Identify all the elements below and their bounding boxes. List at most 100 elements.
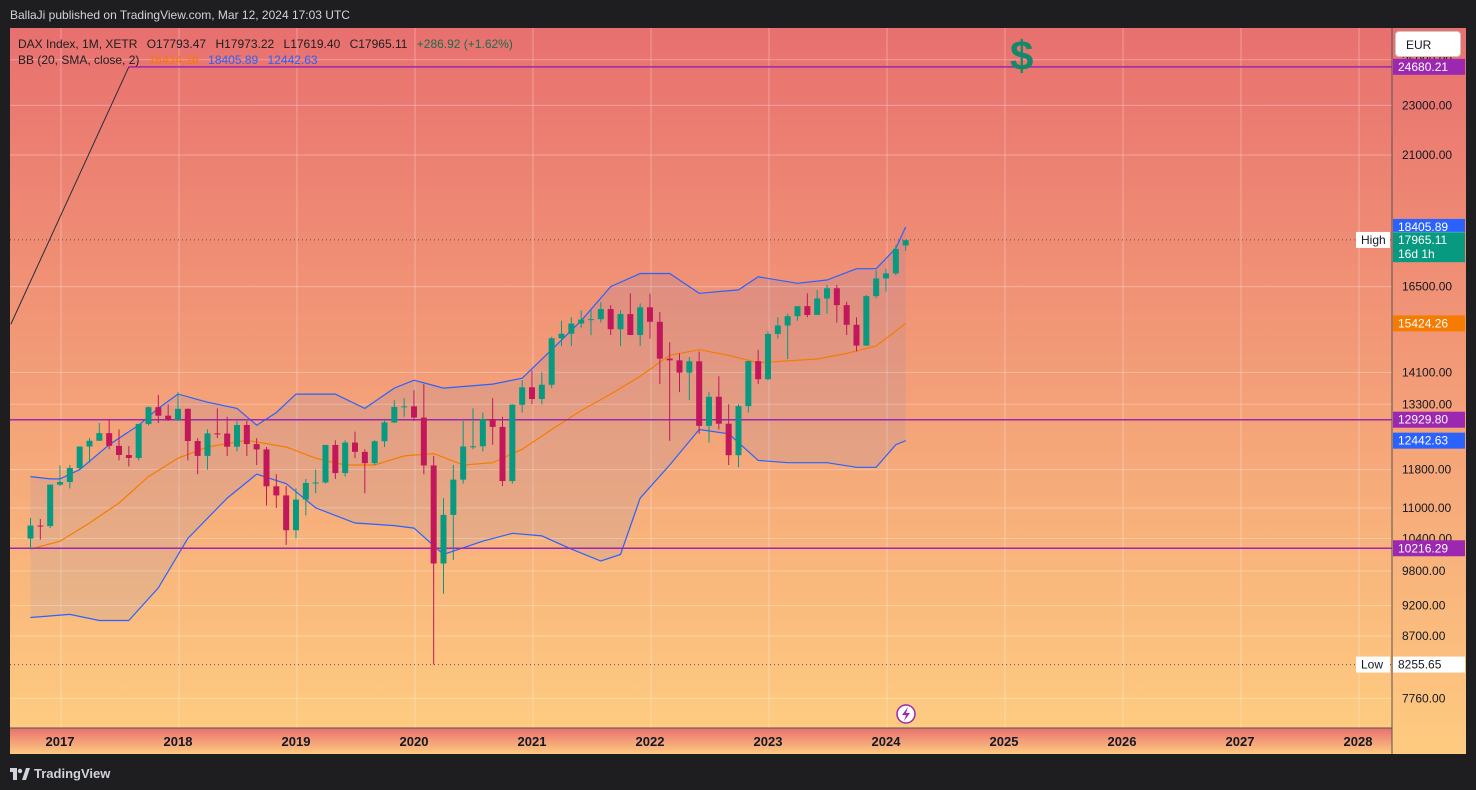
candle xyxy=(902,239,909,251)
candle xyxy=(519,380,526,413)
candle-body xyxy=(647,307,653,322)
candle xyxy=(735,404,742,468)
price-label-text: 17965.11 xyxy=(1398,233,1447,247)
candle xyxy=(184,408,191,461)
candle-body xyxy=(66,467,73,483)
candle xyxy=(214,408,221,439)
time-tick-label: 2025 xyxy=(990,734,1019,749)
candle xyxy=(361,449,368,494)
chart-legend: DAX Index, 1M, XETR O17793.47 H17973.22 … xyxy=(18,36,519,68)
candle-body xyxy=(204,433,211,456)
candle xyxy=(243,420,250,456)
candle-body xyxy=(843,305,850,325)
candle-body xyxy=(745,361,752,407)
candle xyxy=(509,404,516,484)
publisher-bar: BallaJi published on TradingView.com, Ma… xyxy=(0,0,1476,28)
tradingview-logo[interactable]: TradingView xyxy=(10,766,110,781)
price-tag-bg xyxy=(1356,656,1390,673)
candle xyxy=(125,446,132,467)
candle-body xyxy=(184,408,191,441)
candle-body xyxy=(853,324,860,346)
candle xyxy=(824,284,830,314)
bb-upper-value: 18405.89 xyxy=(208,53,259,67)
candle-body xyxy=(302,482,309,500)
candle xyxy=(755,349,762,385)
candle-body xyxy=(381,422,388,442)
price-chart[interactable]: 25000.0023000.0021000.0016500.0014100.00… xyxy=(10,28,1466,754)
price-label-text: 8255.65 xyxy=(1398,658,1442,672)
candle xyxy=(411,390,417,421)
price-tick-label: 7760.00 xyxy=(1402,691,1446,705)
candle-body xyxy=(902,240,909,246)
price-label-text: 12442.63 xyxy=(1398,434,1448,448)
candle-body xyxy=(332,444,339,474)
candle-body xyxy=(194,440,201,456)
candle xyxy=(391,400,398,424)
bb-lower-value: 12442.63 xyxy=(267,53,318,67)
candle-body xyxy=(263,449,270,487)
countdown-label-text: 16d 1h xyxy=(1398,247,1435,261)
candle xyxy=(47,484,54,529)
candle xyxy=(529,370,535,405)
candle-body xyxy=(352,442,358,452)
candle xyxy=(853,317,860,352)
price-tick-label: 13300.00 xyxy=(1402,397,1452,411)
candle xyxy=(725,404,732,465)
candle xyxy=(558,320,565,346)
price-label-bg xyxy=(1393,232,1465,263)
candle xyxy=(548,336,555,389)
candle xyxy=(578,310,585,328)
candle xyxy=(843,301,850,336)
candle-body xyxy=(460,446,467,480)
candle xyxy=(538,372,545,405)
candle xyxy=(401,398,408,417)
candle xyxy=(676,353,683,393)
dollar-sign-icon: $ xyxy=(1010,32,1034,79)
time-tick-label: 2020 xyxy=(400,734,429,749)
candle-body xyxy=(519,387,526,405)
time-scale-background xyxy=(10,728,1392,754)
candle xyxy=(833,284,840,323)
candle xyxy=(804,293,811,318)
price-label-text: 15424.26 xyxy=(1398,316,1448,330)
candle xyxy=(568,317,575,346)
candle xyxy=(253,438,260,465)
bb-indicator-label[interactable]: BB (20, SMA, close, 2) xyxy=(18,53,140,67)
candle xyxy=(283,486,290,545)
price-tick-label: 11800.00 xyxy=(1402,463,1451,477)
candle-body xyxy=(873,278,880,297)
candle-body xyxy=(420,417,427,466)
candle-body xyxy=(568,323,575,334)
candle-body xyxy=(96,433,103,441)
candle-body xyxy=(686,361,693,373)
candle xyxy=(489,398,496,445)
price-label-bg xyxy=(1393,58,1465,75)
price-label: 10216.29 xyxy=(1393,540,1465,557)
candle xyxy=(76,446,83,470)
time-tick-label: 2021 xyxy=(518,734,547,749)
candle-body xyxy=(106,433,113,446)
candle-body xyxy=(883,273,889,279)
candle-body xyxy=(794,306,801,317)
candle xyxy=(381,418,388,447)
candle-body xyxy=(312,482,319,484)
candle-body xyxy=(37,525,44,527)
price-label-text: 24680.21 xyxy=(1398,60,1448,74)
candle-body xyxy=(243,424,250,445)
candle-body xyxy=(86,440,93,447)
price-tick-label: 21000.00 xyxy=(1402,148,1452,162)
candle-body xyxy=(470,446,476,448)
price-label-bg xyxy=(1393,315,1465,332)
candle xyxy=(175,392,181,421)
candle xyxy=(814,289,821,315)
candle-body xyxy=(293,499,299,531)
legend-symbol[interactable]: DAX Index, 1M, XETR xyxy=(18,37,138,51)
lightning-icon[interactable] xyxy=(896,704,916,724)
price-tag-text: High xyxy=(1361,233,1386,247)
candle-body xyxy=(234,424,240,447)
candle-body xyxy=(411,406,417,418)
candle xyxy=(479,412,486,452)
currency-button[interactable]: EUR xyxy=(1395,31,1461,57)
candle-body xyxy=(322,444,329,483)
